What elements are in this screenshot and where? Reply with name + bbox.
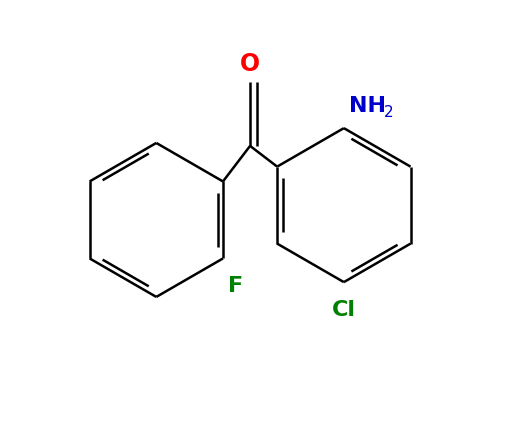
Text: Cl: Cl	[332, 300, 356, 320]
Text: O: O	[240, 52, 260, 76]
Text: NH: NH	[349, 96, 386, 116]
Text: 2: 2	[385, 105, 394, 120]
Text: F: F	[228, 276, 243, 296]
